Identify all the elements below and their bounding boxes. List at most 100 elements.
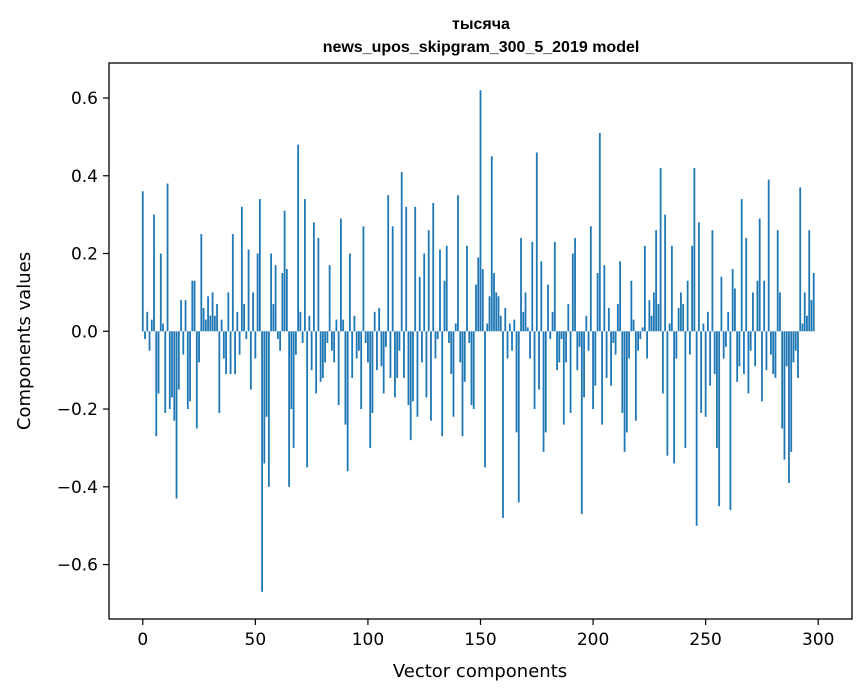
bar	[583, 331, 585, 398]
bar	[574, 237, 576, 332]
bar	[481, 269, 484, 332]
bar	[200, 234, 203, 332]
bar	[288, 331, 291, 487]
x-tick-label: 300	[802, 630, 834, 650]
bar	[468, 331, 471, 343]
bar	[752, 292, 754, 332]
bar	[493, 272, 495, 332]
bar	[448, 331, 450, 343]
x-tick-label: 50	[245, 630, 267, 650]
bar	[472, 331, 475, 410]
y-tick-label: 0.4	[71, 167, 98, 187]
bar	[369, 331, 372, 448]
bar	[632, 319, 635, 332]
bar	[736, 331, 739, 382]
bar	[231, 234, 234, 332]
bar	[743, 331, 745, 375]
bar	[213, 315, 216, 332]
bar	[675, 331, 678, 359]
bar	[560, 331, 563, 340]
bar	[646, 331, 649, 359]
bar	[490, 156, 493, 332]
bar	[565, 331, 567, 363]
bar	[445, 245, 448, 332]
bar	[342, 319, 345, 332]
bar	[396, 331, 399, 378]
bar	[274, 265, 277, 332]
bar	[157, 331, 160, 394]
bar	[326, 331, 329, 343]
bar	[585, 315, 588, 332]
bar	[193, 280, 196, 332]
bar	[776, 230, 779, 332]
bar	[272, 304, 275, 332]
bar	[551, 311, 554, 332]
y-tick-label: −0.4	[57, 478, 98, 498]
bar	[614, 331, 617, 355]
bar	[432, 202, 435, 332]
bar	[427, 230, 430, 332]
bar	[670, 245, 673, 332]
bar	[556, 331, 558, 371]
bar	[225, 331, 227, 375]
bar	[799, 187, 802, 332]
bar	[621, 331, 624, 413]
bar	[520, 237, 522, 332]
bar	[371, 331, 374, 413]
bar	[159, 253, 162, 332]
bar	[529, 331, 531, 359]
bar	[535, 152, 538, 332]
bar	[387, 195, 390, 332]
bar	[612, 331, 615, 343]
bar	[806, 315, 808, 332]
bar	[258, 199, 261, 332]
bar	[677, 307, 680, 332]
bar	[290, 331, 293, 410]
bar	[691, 245, 694, 332]
bar	[603, 265, 606, 332]
y-tick-label: −0.6	[57, 556, 98, 576]
bar	[758, 218, 761, 332]
bar	[294, 331, 297, 355]
bar	[643, 245, 646, 332]
bar	[594, 331, 597, 386]
bar	[261, 331, 263, 592]
chart-title: тысяча	[452, 16, 510, 33]
bar	[767, 179, 770, 332]
bar	[576, 331, 579, 371]
bar	[405, 206, 408, 332]
bar	[141, 191, 144, 332]
bar	[587, 331, 590, 351]
bar	[499, 315, 502, 332]
x-tick-label: 0	[137, 630, 148, 650]
bar	[416, 331, 419, 417]
bar	[785, 331, 788, 367]
bar	[592, 331, 594, 410]
bar	[229, 331, 232, 375]
bar	[276, 331, 279, 340]
bar	[189, 331, 191, 402]
bar	[240, 206, 243, 332]
bar	[312, 222, 315, 332]
x-axis-label: Vector components	[393, 661, 567, 682]
bar	[506, 331, 509, 359]
bar	[801, 323, 804, 332]
bar	[349, 253, 351, 332]
bar	[360, 331, 363, 410]
bar	[252, 292, 254, 332]
bar	[661, 331, 664, 394]
bar	[502, 331, 504, 518]
bar	[418, 276, 421, 332]
bar	[616, 304, 619, 332]
bar	[171, 331, 173, 398]
bar	[729, 331, 732, 511]
bar	[353, 315, 356, 332]
bar	[454, 323, 457, 332]
bar	[222, 331, 225, 359]
bar	[398, 331, 401, 351]
bar	[344, 331, 347, 425]
bar	[319, 331, 322, 382]
bar	[788, 331, 790, 483]
bar	[186, 331, 189, 410]
x-axis: 0 50 100 150 200 250 300	[137, 619, 834, 650]
